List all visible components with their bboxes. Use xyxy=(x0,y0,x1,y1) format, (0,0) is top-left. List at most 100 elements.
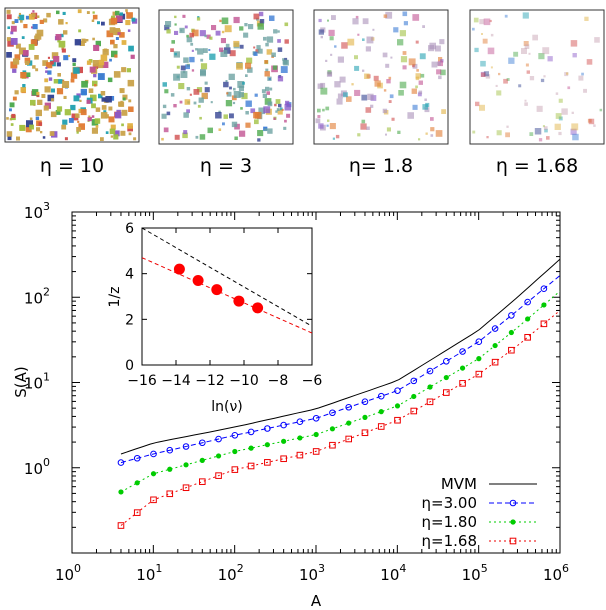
texture-cell xyxy=(546,136,550,140)
texture-cell xyxy=(28,13,35,20)
texture-cell xyxy=(120,130,126,136)
texture-cell xyxy=(91,103,96,109)
texture-cell xyxy=(119,88,123,92)
texture-cell xyxy=(253,51,258,56)
texture-cell xyxy=(420,73,425,78)
y-tick-exponent: 0 xyxy=(43,456,50,469)
texture-cell xyxy=(352,18,359,25)
texture-cell xyxy=(555,113,562,119)
data-point xyxy=(150,471,157,477)
texture-cell xyxy=(103,110,107,114)
texture-cell xyxy=(93,64,99,69)
texture-cell xyxy=(275,110,278,113)
data-point xyxy=(134,480,140,486)
texture-cell xyxy=(318,29,324,35)
texture-cell xyxy=(70,72,78,79)
texture-cell xyxy=(76,127,81,132)
texture-cell xyxy=(182,70,186,74)
texture-cell xyxy=(245,62,252,69)
texture-cell xyxy=(128,132,132,136)
texture-cell xyxy=(277,47,283,52)
texture-cell xyxy=(126,12,133,19)
texture-cell xyxy=(489,19,492,23)
data-point xyxy=(231,432,239,439)
texture-cell xyxy=(490,33,494,37)
texture-cell xyxy=(29,124,34,130)
texture-cell xyxy=(62,119,68,125)
x-tick-label: 100 xyxy=(55,562,81,584)
texture-cell xyxy=(88,88,94,93)
texture-cell xyxy=(47,70,52,75)
texture-cell xyxy=(593,124,596,127)
texture-cell xyxy=(211,25,217,31)
texture-cell xyxy=(186,109,190,114)
texture-cell xyxy=(538,53,545,60)
data-point xyxy=(378,409,384,415)
texture-cell xyxy=(334,45,337,48)
texture-cell xyxy=(10,61,18,69)
texture-cell xyxy=(265,86,270,92)
texture-cell xyxy=(91,115,95,118)
texture-cell xyxy=(532,34,538,41)
texture-cell xyxy=(61,48,66,53)
texture-cell xyxy=(254,93,258,97)
data-point xyxy=(280,455,287,463)
inset-x-tick-label: −10 xyxy=(229,373,259,389)
texture-cell xyxy=(403,21,408,26)
texture-cell xyxy=(415,85,418,89)
texture-cell xyxy=(479,104,485,111)
inset-y-tick-label: 6 xyxy=(125,221,134,237)
texture-cell xyxy=(224,25,232,33)
panel-caption: η = 10 xyxy=(40,155,104,177)
texture-cell xyxy=(15,43,21,49)
data-point xyxy=(199,478,206,485)
texture-cell xyxy=(508,57,515,64)
texture-cell xyxy=(174,134,180,140)
texture-cell xyxy=(355,15,359,19)
texture-cell xyxy=(383,89,387,92)
texture-cell xyxy=(36,15,40,18)
texture-cell xyxy=(22,84,26,88)
y-axis-title: S(A) xyxy=(12,366,30,398)
texture-cell xyxy=(544,128,548,133)
texture-cell xyxy=(51,88,55,93)
texture-cell xyxy=(225,80,228,82)
texture-cell xyxy=(246,57,253,64)
texture-panel-eta-1-8: η= 1.8 xyxy=(313,9,449,177)
texture-cell xyxy=(101,97,106,102)
texture-cell xyxy=(245,122,251,128)
texture-cell xyxy=(397,39,404,46)
texture-cell xyxy=(96,63,99,67)
texture-cell xyxy=(506,125,509,128)
texture-cell xyxy=(581,72,584,76)
texture-cell xyxy=(165,21,172,28)
texture-cell xyxy=(95,107,101,112)
data-point xyxy=(394,387,401,394)
inset-y-tick-label: 2 xyxy=(125,312,134,328)
legend-label: η=1.80 xyxy=(422,513,477,531)
texture-cell xyxy=(245,111,249,115)
texture-cell xyxy=(243,32,249,38)
texture-cell xyxy=(341,42,348,49)
texture-cell xyxy=(524,44,530,49)
texture-cell xyxy=(393,27,399,33)
texture-cell xyxy=(62,11,66,15)
texture-cell xyxy=(266,91,270,95)
texture-cell xyxy=(35,116,40,120)
texture-cell xyxy=(337,56,344,63)
texture-cell xyxy=(280,66,288,73)
texture-cell xyxy=(115,10,120,16)
texture-cell xyxy=(97,73,105,80)
texture-cell xyxy=(480,72,486,77)
texture-cell xyxy=(439,39,445,45)
texture-cell xyxy=(55,110,61,115)
texture-panels: η = 10 η = 3 η= 1.8 η = 1.68 xyxy=(4,7,605,177)
texture-panel-pattern xyxy=(472,12,603,142)
texture-cell xyxy=(328,29,335,36)
texture-cell xyxy=(276,108,280,111)
texture-cell xyxy=(74,39,81,46)
texture-cell xyxy=(221,30,225,34)
texture-cell xyxy=(257,23,264,30)
texture-cell xyxy=(14,90,19,95)
series-line xyxy=(120,290,560,493)
